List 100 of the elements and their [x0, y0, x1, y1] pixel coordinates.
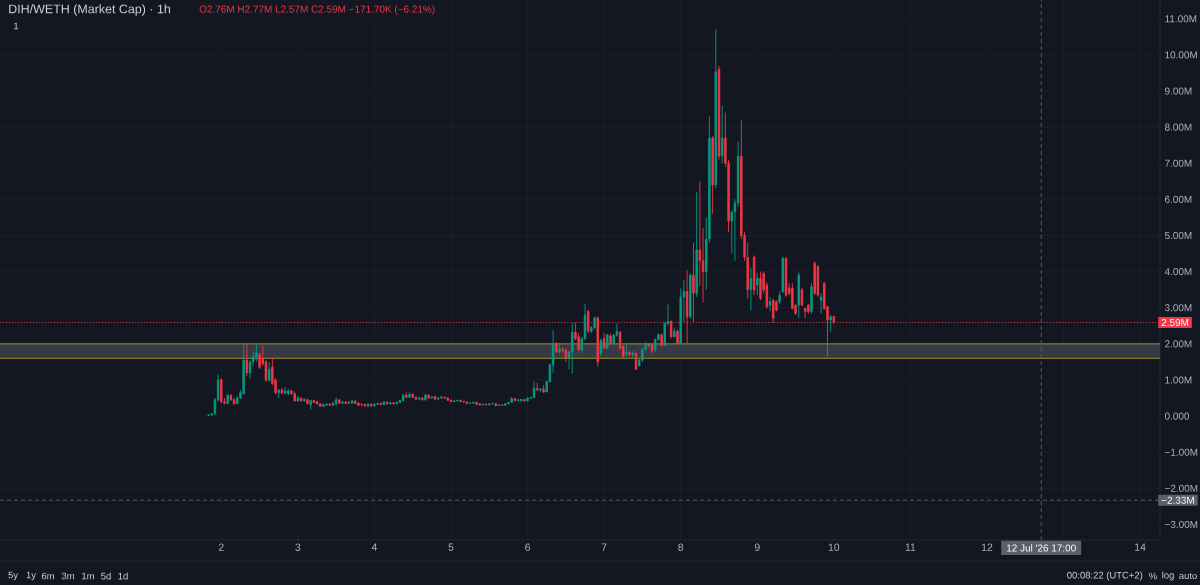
- candlestick: [437, 396, 440, 400]
- text: 1m: [82, 572, 94, 580]
- candlestick: [306, 398, 309, 405]
- candlestick: [475, 401, 478, 406]
- candlestick: [513, 397, 517, 402]
- x-tick-label: 12: [981, 543, 993, 551]
- candlestick: [232, 397, 236, 406]
- candlestick: [676, 328, 679, 346]
- candlestick: [660, 333, 663, 348]
- candlestick: [293, 391, 296, 403]
- candlestick: [593, 315, 596, 330]
- y-tick-label: −1.00M: [1165, 448, 1198, 456]
- candlestick: [430, 395, 434, 400]
- candlestick: [421, 396, 424, 402]
- candlestick: [322, 403, 325, 408]
- candlestick: [296, 395, 300, 403]
- candlestick: [555, 341, 558, 354]
- text: 1y: [26, 571, 36, 581]
- candlestick: [360, 403, 363, 406]
- candlestick: [277, 388, 280, 399]
- candlestick: [488, 403, 491, 406]
- candlestick: [829, 314, 832, 333]
- candlestick: [452, 399, 456, 403]
- candlestick: [813, 261, 816, 296]
- candlestick: [427, 393, 430, 400]
- candlestick: [516, 398, 520, 402]
- x-tick-label: 6: [525, 543, 531, 551]
- candlestick: [759, 271, 762, 301]
- candlestick: [768, 296, 772, 313]
- x-tick-label: 9: [754, 543, 760, 551]
- ref-line-label: −2.33M: [1161, 496, 1194, 504]
- candlestick: [242, 343, 245, 395]
- candlestick: [220, 377, 223, 404]
- text: %: [1149, 572, 1157, 580]
- candlestick: [411, 392, 414, 399]
- candlestick: [385, 401, 389, 405]
- candlestick: [283, 386, 287, 395]
- candlestick: [417, 396, 421, 401]
- candlestick: [446, 396, 450, 402]
- candlestick: [749, 267, 753, 311]
- candlestick: [456, 399, 459, 403]
- candlestick: [504, 402, 507, 407]
- candlestick: [497, 404, 501, 407]
- x-tick-label: 11: [905, 543, 916, 551]
- candlestick: [440, 395, 443, 399]
- candlestick: [695, 191, 698, 298]
- candlestick: [523, 398, 526, 403]
- candlestick: [756, 272, 759, 296]
- x-tick-label: 7: [601, 543, 607, 551]
- candlestick: [459, 399, 462, 403]
- text: 6m: [41, 572, 54, 580]
- candlestick: [370, 403, 373, 408]
- candlestick: [714, 28, 718, 189]
- candlestick: [443, 396, 446, 400]
- candlestick: [478, 402, 481, 406]
- y-tick-label: 7.00M: [1165, 159, 1192, 167]
- candlestick: [401, 393, 405, 402]
- candlestick: [303, 397, 306, 403]
- candlestick: [797, 271, 800, 319]
- candlestick: [315, 400, 319, 405]
- x-tick-label: 4: [371, 543, 378, 551]
- candlestick: [510, 396, 513, 404]
- candlestick: [344, 400, 347, 405]
- candlestick: [494, 402, 497, 407]
- candlestick: [606, 333, 609, 350]
- candlestick: [720, 105, 724, 164]
- candlestick: [318, 402, 322, 408]
- text: 5d: [101, 572, 111, 580]
- candlestick: [350, 399, 354, 405]
- ref-line-label: 2.59M: [1161, 319, 1189, 327]
- y-tick-label: 5.00M: [1164, 231, 1192, 240]
- candlestick: [711, 135, 714, 215]
- candlestick: [484, 403, 488, 406]
- candlestick: [338, 399, 341, 405]
- x-tick-label: 5: [448, 543, 454, 551]
- candlestick: [280, 387, 284, 395]
- candlestick: [539, 387, 542, 393]
- y-tick-label: 4.00M: [1164, 268, 1192, 276]
- text: 1d: [118, 572, 128, 580]
- candlestick: [625, 343, 628, 357]
- candlestick: [571, 322, 574, 374]
- candlestick: [472, 401, 475, 405]
- chart-title: DIH/WETH (Market Cap) · 1h: [9, 4, 170, 16]
- x-tick-label: 8: [678, 543, 684, 551]
- candlestick: [819, 292, 823, 314]
- candlestick: [462, 400, 465, 403]
- candlestick: [468, 401, 472, 405]
- y-tick-label: 1.00M: [1165, 376, 1192, 384]
- ref-line-label: 12 Jul '26 17:00: [1006, 544, 1076, 552]
- candlestick: [507, 401, 510, 405]
- candlestick: [609, 333, 612, 346]
- candlestick: [628, 350, 631, 357]
- candlestick: [519, 398, 523, 402]
- candlestick: [542, 384, 545, 394]
- candlestick: [449, 399, 453, 403]
- y-tick-label: −2.00M: [1165, 484, 1198, 492]
- candlestick: [481, 403, 485, 406]
- text: 3m: [61, 572, 74, 580]
- candlestick: [816, 264, 820, 298]
- candlestick: [564, 347, 568, 363]
